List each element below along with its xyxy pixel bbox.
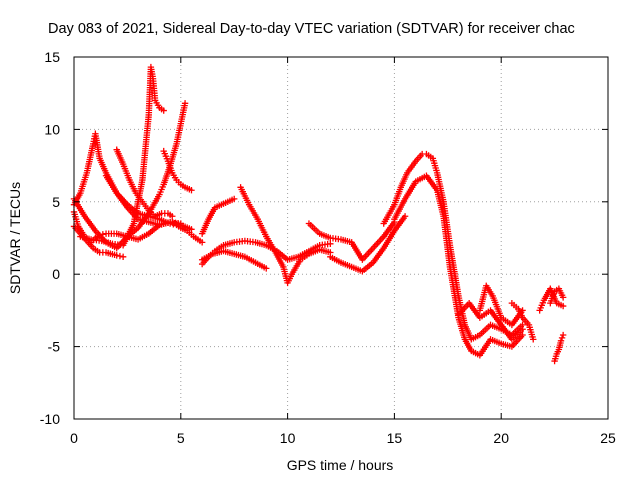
x-tick-label: 20 (493, 430, 509, 446)
plot-frame (73, 56, 609, 420)
y-axis-label: SDTVAR / TECUs (7, 182, 23, 294)
series-prn-u (551, 331, 567, 365)
y-tick-label: 10 (44, 121, 60, 137)
series-markers (380, 150, 526, 343)
x-tick-label: 0 (70, 430, 78, 446)
x-tick-label: 15 (387, 430, 403, 446)
x-tick-label: 10 (280, 430, 296, 446)
y-tick-label: -5 (48, 339, 61, 355)
x-axis-label: GPS time / hours (287, 457, 394, 473)
series-markers (305, 218, 398, 263)
x-tick-label: 5 (177, 430, 185, 446)
series-markers (198, 195, 238, 237)
series-markers (551, 331, 567, 365)
axis-ticks: 0 5 10 15 20 25 -10 -5 0 5 10 15 (40, 49, 616, 446)
series-markers (455, 299, 526, 343)
series-markers (476, 282, 526, 329)
series-prn-o (380, 150, 526, 343)
y-tick-label: 5 (52, 194, 60, 210)
series-markers (198, 247, 270, 272)
series-markers (113, 146, 176, 220)
series-prn-m (305, 218, 398, 263)
series-prn-h (160, 147, 195, 194)
series-markers (508, 299, 537, 343)
series-prn-g (113, 146, 176, 220)
series-prn-l (237, 184, 334, 287)
y-tick-label: 0 (52, 266, 60, 282)
series-markers (547, 285, 567, 307)
series-markers (237, 184, 334, 287)
series-prn-r (476, 282, 526, 329)
series-prn-n (327, 213, 409, 275)
series-markers (102, 172, 206, 246)
series-markers (77, 63, 167, 249)
series-prn-v (547, 285, 567, 307)
x-tick-label: 25 (600, 430, 616, 446)
chart-title: Day 083 of 2021, Sidereal Day-to-day VTE… (48, 21, 575, 37)
series-markers (160, 147, 195, 194)
series-prn-e (77, 63, 167, 249)
series-prn-k (198, 247, 270, 272)
series-prn-s (508, 299, 537, 343)
series-prn-q (455, 299, 526, 343)
series-prn-f (102, 172, 206, 246)
y-tick-label: 15 (44, 49, 60, 65)
series-prn-i (198, 195, 238, 237)
y-tick-label: -10 (40, 411, 60, 427)
data-marks (70, 63, 567, 365)
series-markers (327, 213, 409, 275)
grid-lines (74, 57, 608, 419)
